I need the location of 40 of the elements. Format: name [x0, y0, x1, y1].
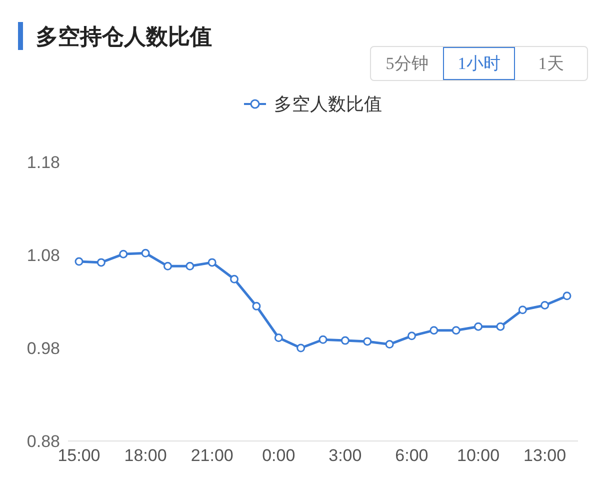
x-tick-label: 15:00: [58, 446, 100, 466]
x-tick-label: 21:00: [190, 446, 234, 466]
point: [252, 302, 261, 310]
point: [141, 248, 150, 258]
point: [363, 337, 372, 346]
x-tick-label: 13:00: [524, 446, 566, 466]
point: [474, 322, 483, 331]
point: [163, 262, 172, 270]
point: [208, 258, 216, 267]
point: [96, 258, 106, 267]
y-tick-label: 1.18: [26, 153, 60, 172]
point: [540, 300, 550, 310]
point: [430, 326, 438, 335]
point: [186, 262, 194, 270]
point: [452, 326, 460, 335]
point: [296, 344, 306, 352]
point: [407, 332, 416, 340]
point: [318, 335, 328, 344]
point: [518, 306, 527, 314]
text: 5分钟: [384, 53, 430, 75]
point: [74, 257, 84, 266]
y-tick-label: 1.08: [26, 246, 60, 266]
point: [230, 274, 239, 284]
point: [496, 322, 505, 331]
x-tick-label: 0:00: [262, 446, 296, 466]
x-tick-label: 3:00: [328, 446, 362, 466]
text: 1小时: [443, 47, 515, 80]
legend-label: 多空人数比值: [274, 93, 382, 116]
point: [119, 250, 128, 258]
x-tick-label: 10:00: [457, 446, 500, 466]
point: [562, 292, 572, 300]
x-tick-label: 18:00: [124, 446, 167, 466]
y-tick-label: 0.88: [26, 432, 60, 452]
point: [385, 340, 394, 349]
point: [274, 334, 283, 342]
y-tick-label: 0.98: [26, 339, 60, 358]
chart-title: 多空持仓人数比值: [36, 23, 212, 51]
x-tick-label: 6:00: [395, 446, 428, 466]
point: [340, 336, 350, 345]
text: 1天: [537, 53, 565, 75]
